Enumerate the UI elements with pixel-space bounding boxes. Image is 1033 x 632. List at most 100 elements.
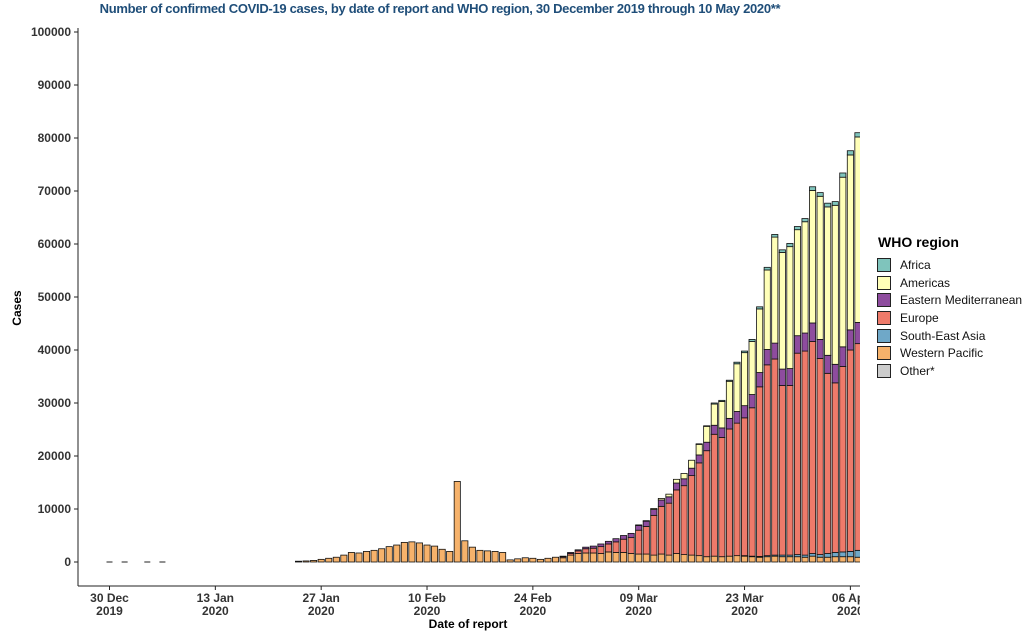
bar-eastern-mediterranean (673, 482, 681, 491)
bar-western-pacific (378, 548, 386, 563)
bar-africa (748, 338, 756, 342)
bar-western-pacific (499, 552, 507, 563)
bar-africa (824, 202, 832, 208)
bar-western-pacific (801, 556, 809, 563)
bar-western-pacific (574, 553, 582, 563)
bar-western-pacific (559, 557, 567, 563)
bar-eastern-mediterranean (778, 368, 786, 386)
bar-western-pacific (363, 551, 371, 563)
legend-item: Eastern Mediterranean (877, 291, 1033, 309)
bar-americas (665, 493, 673, 498)
bar-americas (710, 403, 718, 426)
bar-americas (793, 229, 801, 337)
y-tick-label: 20000 (38, 449, 72, 463)
x-tick-label-year: 2020 (308, 604, 335, 618)
bar-africa (771, 234, 779, 238)
bar-eastern-mediterranean (559, 555, 567, 558)
bar-africa (793, 226, 801, 231)
bar-western-pacific (846, 556, 854, 563)
bar-americas (741, 352, 749, 407)
bar-europe (665, 502, 673, 556)
legend-item: Americas (877, 274, 1033, 292)
bar-western-pacific (816, 556, 824, 563)
bar-africa (801, 218, 809, 223)
bar-europe (809, 341, 817, 554)
legend-title: WHO region (878, 234, 959, 250)
x-tick-label-year: 2020 (625, 604, 652, 618)
bar-south-east-asia (839, 551, 847, 558)
bar-western-pacific (604, 551, 612, 563)
bar-eastern-mediterranean (854, 322, 860, 345)
bar-eastern-mediterranean (665, 496, 673, 504)
bar-western-pacific (582, 552, 590, 563)
bar-africa (718, 399, 726, 402)
y-tick-label: 90000 (38, 78, 72, 92)
bar-europe (612, 541, 620, 553)
x-tick-label-year: 2020 (520, 604, 547, 618)
bar-western-pacific (824, 556, 832, 563)
bar-americas (809, 190, 817, 324)
legend-items: Africa Americas Eastern Mediterranean Europ… (877, 256, 1033, 380)
bar-south-east-asia (846, 551, 854, 558)
x-tick-label-year: 2020 (731, 604, 758, 618)
y-tick-label: 60000 (38, 237, 72, 251)
bar-africa (816, 192, 824, 197)
bar-europe (650, 514, 658, 556)
chart-title: Number of confirmed COVID-19 cases, by d… (99, 1, 781, 16)
legend-swatch (877, 310, 891, 325)
bar-americas (642, 520, 650, 522)
bar-eastern-mediterranean (846, 329, 854, 351)
bar-western-pacific (453, 481, 461, 563)
bar-western-pacific (544, 557, 552, 563)
bar-western-pacific (725, 555, 733, 563)
bar-europe (695, 462, 703, 557)
legend-item: South-East Asia (877, 327, 1033, 345)
bar-western-pacific (612, 552, 620, 563)
bar-western-pacific (657, 553, 665, 563)
x-tick-label: 13 Jan (197, 591, 234, 605)
bar-western-pacific (310, 560, 318, 563)
bar-americas (657, 497, 665, 501)
bar-western-pacific (332, 556, 340, 563)
bar-western-pacific (431, 545, 439, 563)
legend-label: Africa (900, 257, 931, 272)
bar-americas (635, 524, 643, 526)
legend-item: Western Pacific (877, 344, 1033, 362)
bar-eastern-mediterranean (786, 368, 794, 386)
bar-africa (695, 443, 703, 445)
bar-south-east-asia (824, 553, 832, 558)
bar-americas (748, 341, 756, 395)
x-tick-label: 27 Jan (303, 591, 340, 605)
bar-americas (831, 204, 839, 365)
y-tick-label: 70000 (38, 184, 72, 198)
bar-western-pacific (468, 546, 476, 563)
bar-europe (786, 385, 794, 556)
bar-eastern-mediterranean (748, 394, 756, 409)
bar-south-east-asia (831, 552, 839, 558)
bar-africa (741, 350, 749, 354)
bar-eastern-mediterranean (589, 545, 597, 549)
bar-western-pacific (400, 541, 408, 563)
bar-western-pacific (536, 558, 544, 563)
bar-western-pacific (733, 555, 741, 563)
bar-americas (756, 308, 764, 373)
x-tick-label: 24 Feb (514, 591, 552, 605)
bar-western-pacific (567, 554, 575, 563)
chart-svg: 0 10000 20000 30000 40000 50000 60000 70000 8000… (10, 25, 860, 631)
bar-eastern-mediterranean (771, 342, 779, 360)
bar-western-pacific (688, 554, 696, 563)
bar-eastern-mediterranean (839, 346, 847, 367)
bar-europe (673, 489, 681, 554)
bar-europe (846, 349, 854, 552)
bar-europe (839, 366, 847, 553)
bar-western-pacific (552, 556, 560, 563)
bar-western-pacific (393, 544, 401, 563)
bar-africa (854, 132, 860, 138)
bar-western-pacific (521, 557, 529, 563)
bar-eastern-mediterranean (597, 543, 605, 548)
bar-western-pacific (635, 553, 643, 563)
legend-item: Europe (877, 309, 1033, 327)
bar-europe (597, 546, 605, 554)
bar-europe (710, 433, 718, 557)
bar-western-pacific (423, 544, 431, 563)
